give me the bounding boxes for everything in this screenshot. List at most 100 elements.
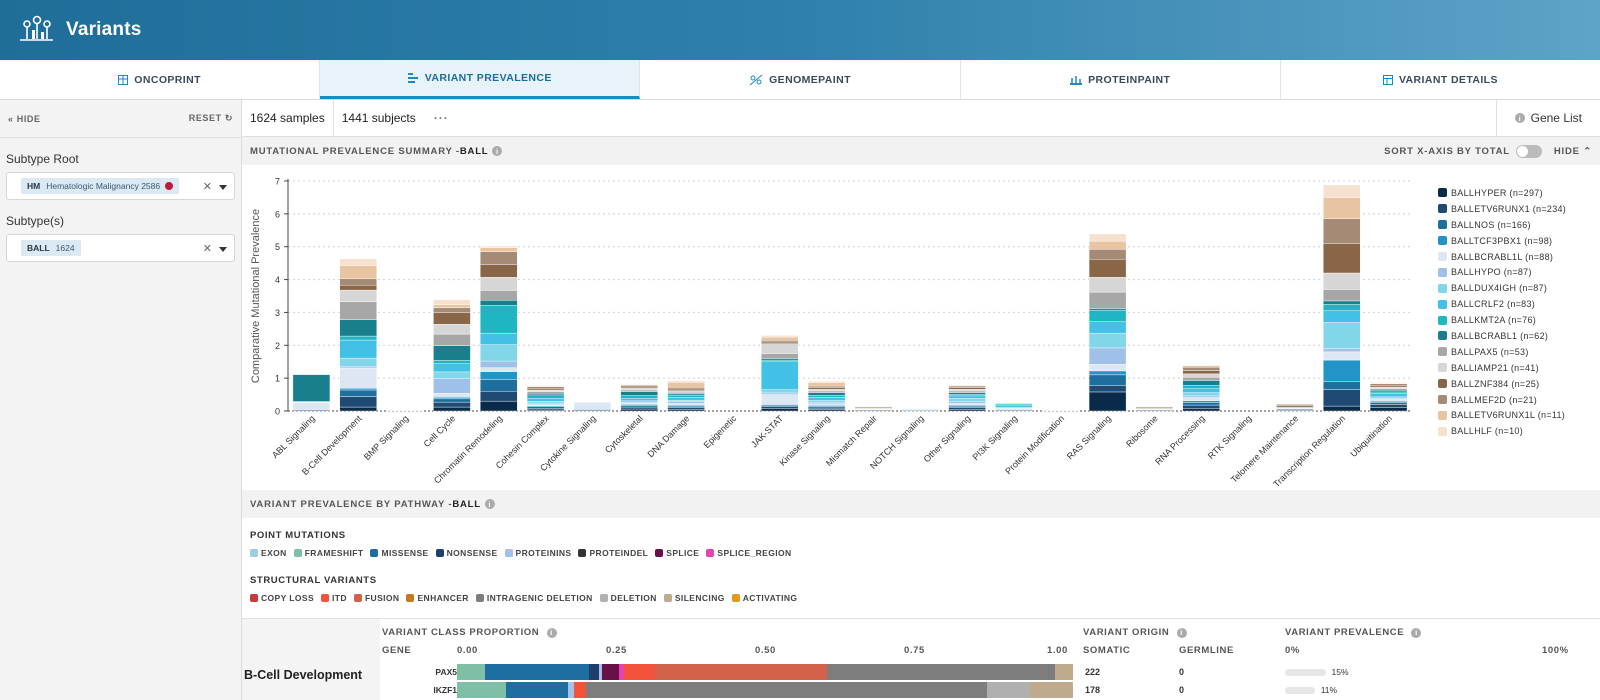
subtypes-select[interactable]: BALL 1624 ✕ (6, 234, 235, 262)
bar-segment (480, 247, 518, 252)
hide-sidebar-button[interactable]: « HIDE (8, 114, 41, 124)
legend-item[interactable]: BALLHYPO (n=87) (1438, 264, 1566, 280)
mutation-legend-item: FUSION (353, 593, 400, 603)
chevron-down-icon[interactable] (219, 185, 227, 190)
class-proportion-bar[interactable] (457, 664, 1073, 680)
mutation-swatch (250, 549, 258, 557)
bar-segment (620, 406, 658, 410)
clear-icon[interactable]: ✕ (202, 243, 212, 255)
bar-segment (1323, 405, 1361, 412)
info-icon[interactable]: i (546, 627, 557, 638)
legend-item[interactable]: BALLHYPER (n=297) (1438, 185, 1566, 201)
legend-label: BALLPAX5 (n=53) (1451, 346, 1529, 357)
chevron-down-icon[interactable] (219, 247, 227, 252)
bar-segment (1276, 404, 1314, 406)
info-icon[interactable]: i (1411, 627, 1422, 638)
bar-segment (1369, 404, 1408, 408)
proportion-segment (827, 664, 1056, 680)
subtypes-label: Subtype(s) (6, 214, 65, 228)
bar-segment (667, 387, 705, 390)
somatic-count: 222 (1085, 667, 1101, 677)
x-tick-label: Cytoskeletal (603, 413, 645, 455)
legend-item[interactable]: BALLMEF2D (n=21) (1438, 392, 1566, 408)
mutation-legend-item: EXON (250, 548, 287, 558)
y-tick-label: 1 (275, 374, 280, 384)
mutation-legend-item: ENHANCER (406, 593, 468, 603)
bar-segment (339, 406, 377, 412)
legend-item[interactable]: BALLCRLF2 (n=83) (1438, 296, 1566, 312)
tab-variant-prevalence[interactable]: VARIANT PREVALENCE (320, 60, 641, 99)
bar-segment (339, 339, 377, 359)
legend-item[interactable]: BALLKMT2A (n=76) (1438, 312, 1566, 328)
mutation-legend-item: SILENCING (663, 593, 725, 603)
grid-icon (118, 74, 129, 85)
clear-icon[interactable]: ✕ (202, 181, 212, 193)
gene-name[interactable]: PAX5 (435, 667, 457, 677)
bar-segment (1369, 400, 1408, 403)
bar-segment (948, 409, 986, 412)
tick-1: 0.25 (606, 645, 627, 656)
bar-segment (433, 393, 471, 398)
bar-segment (433, 333, 471, 346)
info-icon[interactable]: i (492, 146, 503, 156)
tab-oncoprint[interactable]: ONCOPRINT (0, 60, 321, 99)
legend-label: BALLDUX4IGH (n=87) (1451, 283, 1548, 294)
hide-chart-button[interactable]: HIDE ⌃ (1554, 146, 1592, 157)
bar-segment (761, 343, 799, 354)
chip-text: 1624 (55, 243, 75, 253)
mutation-label: FRAMESHIFT (304, 548, 364, 558)
class-proportion-bar[interactable] (457, 682, 1073, 698)
prevalence-value: 11% (1320, 685, 1338, 695)
legend-item[interactable]: BALLDUX4IGH (n=87) (1438, 280, 1566, 296)
legend-swatch (1438, 347, 1447, 357)
legend-item[interactable]: BALLETV6RUNX1L (n=11) (1438, 407, 1566, 423)
bar-segment (1369, 407, 1408, 412)
tick-4: 1.00 (1047, 645, 1068, 656)
prevalence-bar (1285, 687, 1315, 694)
mutation-label: INTRAGENIC DELETION (486, 593, 593, 603)
reset-button[interactable]: RESET ↻ (189, 113, 233, 124)
gene-name[interactable]: IKZF1 (433, 685, 457, 695)
chip-code: BALL (27, 243, 50, 253)
tab-variant-details[interactable]: VARIANT DETAILS (1281, 60, 1600, 99)
mutation-label: ITD (332, 593, 347, 603)
legend-item[interactable]: BALLIAMP21 (n=41) (1438, 360, 1566, 376)
y-tick-label: 0 (275, 407, 280, 417)
bar-segment (1088, 385, 1127, 393)
bar-segment (807, 390, 846, 393)
pathway-title-subtype: BALL (452, 498, 481, 510)
bar-segment (433, 324, 471, 335)
bar-segment (1323, 359, 1361, 382)
bar-segment (433, 371, 471, 379)
legend-swatch (1438, 315, 1447, 325)
subtype-root-select[interactable]: HM Hematologic Malignancy 2586 ✕ (6, 172, 235, 200)
bar-segment (433, 345, 471, 361)
proportion-segment (598, 664, 602, 680)
bar-segment (433, 398, 471, 403)
legend-item[interactable]: BALLZNF384 (n=25) (1438, 376, 1566, 392)
legend-item[interactable]: BALLNOS (n=166) (1438, 217, 1566, 233)
bar-segment (995, 403, 1033, 406)
legend-item[interactable]: BALLTCF3PBX1 (n=98) (1438, 233, 1566, 249)
info-icon[interactable]: i (1176, 627, 1187, 638)
gene-list-button[interactable]: i Gene List (1495, 99, 1600, 137)
main-tabs: ONCOPRINT VARIANT PREVALENCE GENOMEPAINT… (0, 60, 1600, 100)
legend-item[interactable]: BALLBCRABL1 (n=62) (1438, 328, 1566, 344)
bar-segment (761, 389, 799, 394)
legend-item[interactable]: BALLHLF (n=10) (1438, 423, 1566, 439)
legend-item[interactable]: BALLETV6RUNX1 (n=234) (1438, 201, 1566, 217)
legend-item[interactable]: BALLPAX5 (n=53) (1438, 344, 1566, 360)
y-tick-label: 6 (275, 209, 280, 219)
bar-segment (480, 344, 518, 362)
tab-proteinpaint[interactable]: PROTEINPAINT (961, 60, 1281, 99)
bar-segment (948, 401, 986, 404)
more-options-icon[interactable]: ··· (433, 111, 449, 125)
legend-item[interactable]: BALLBCRABL1L (n=88) (1438, 249, 1566, 265)
bar-segment (339, 284, 377, 291)
bar-segment (948, 384, 986, 386)
mutation-label: SPLICE (666, 548, 700, 558)
sort-by-total-toggle[interactable] (1515, 144, 1542, 158)
y-tick-label: 5 (275, 242, 280, 252)
info-icon[interactable]: i (484, 499, 495, 509)
tab-genomepaint[interactable]: GENOMEPAINT (640, 60, 961, 99)
